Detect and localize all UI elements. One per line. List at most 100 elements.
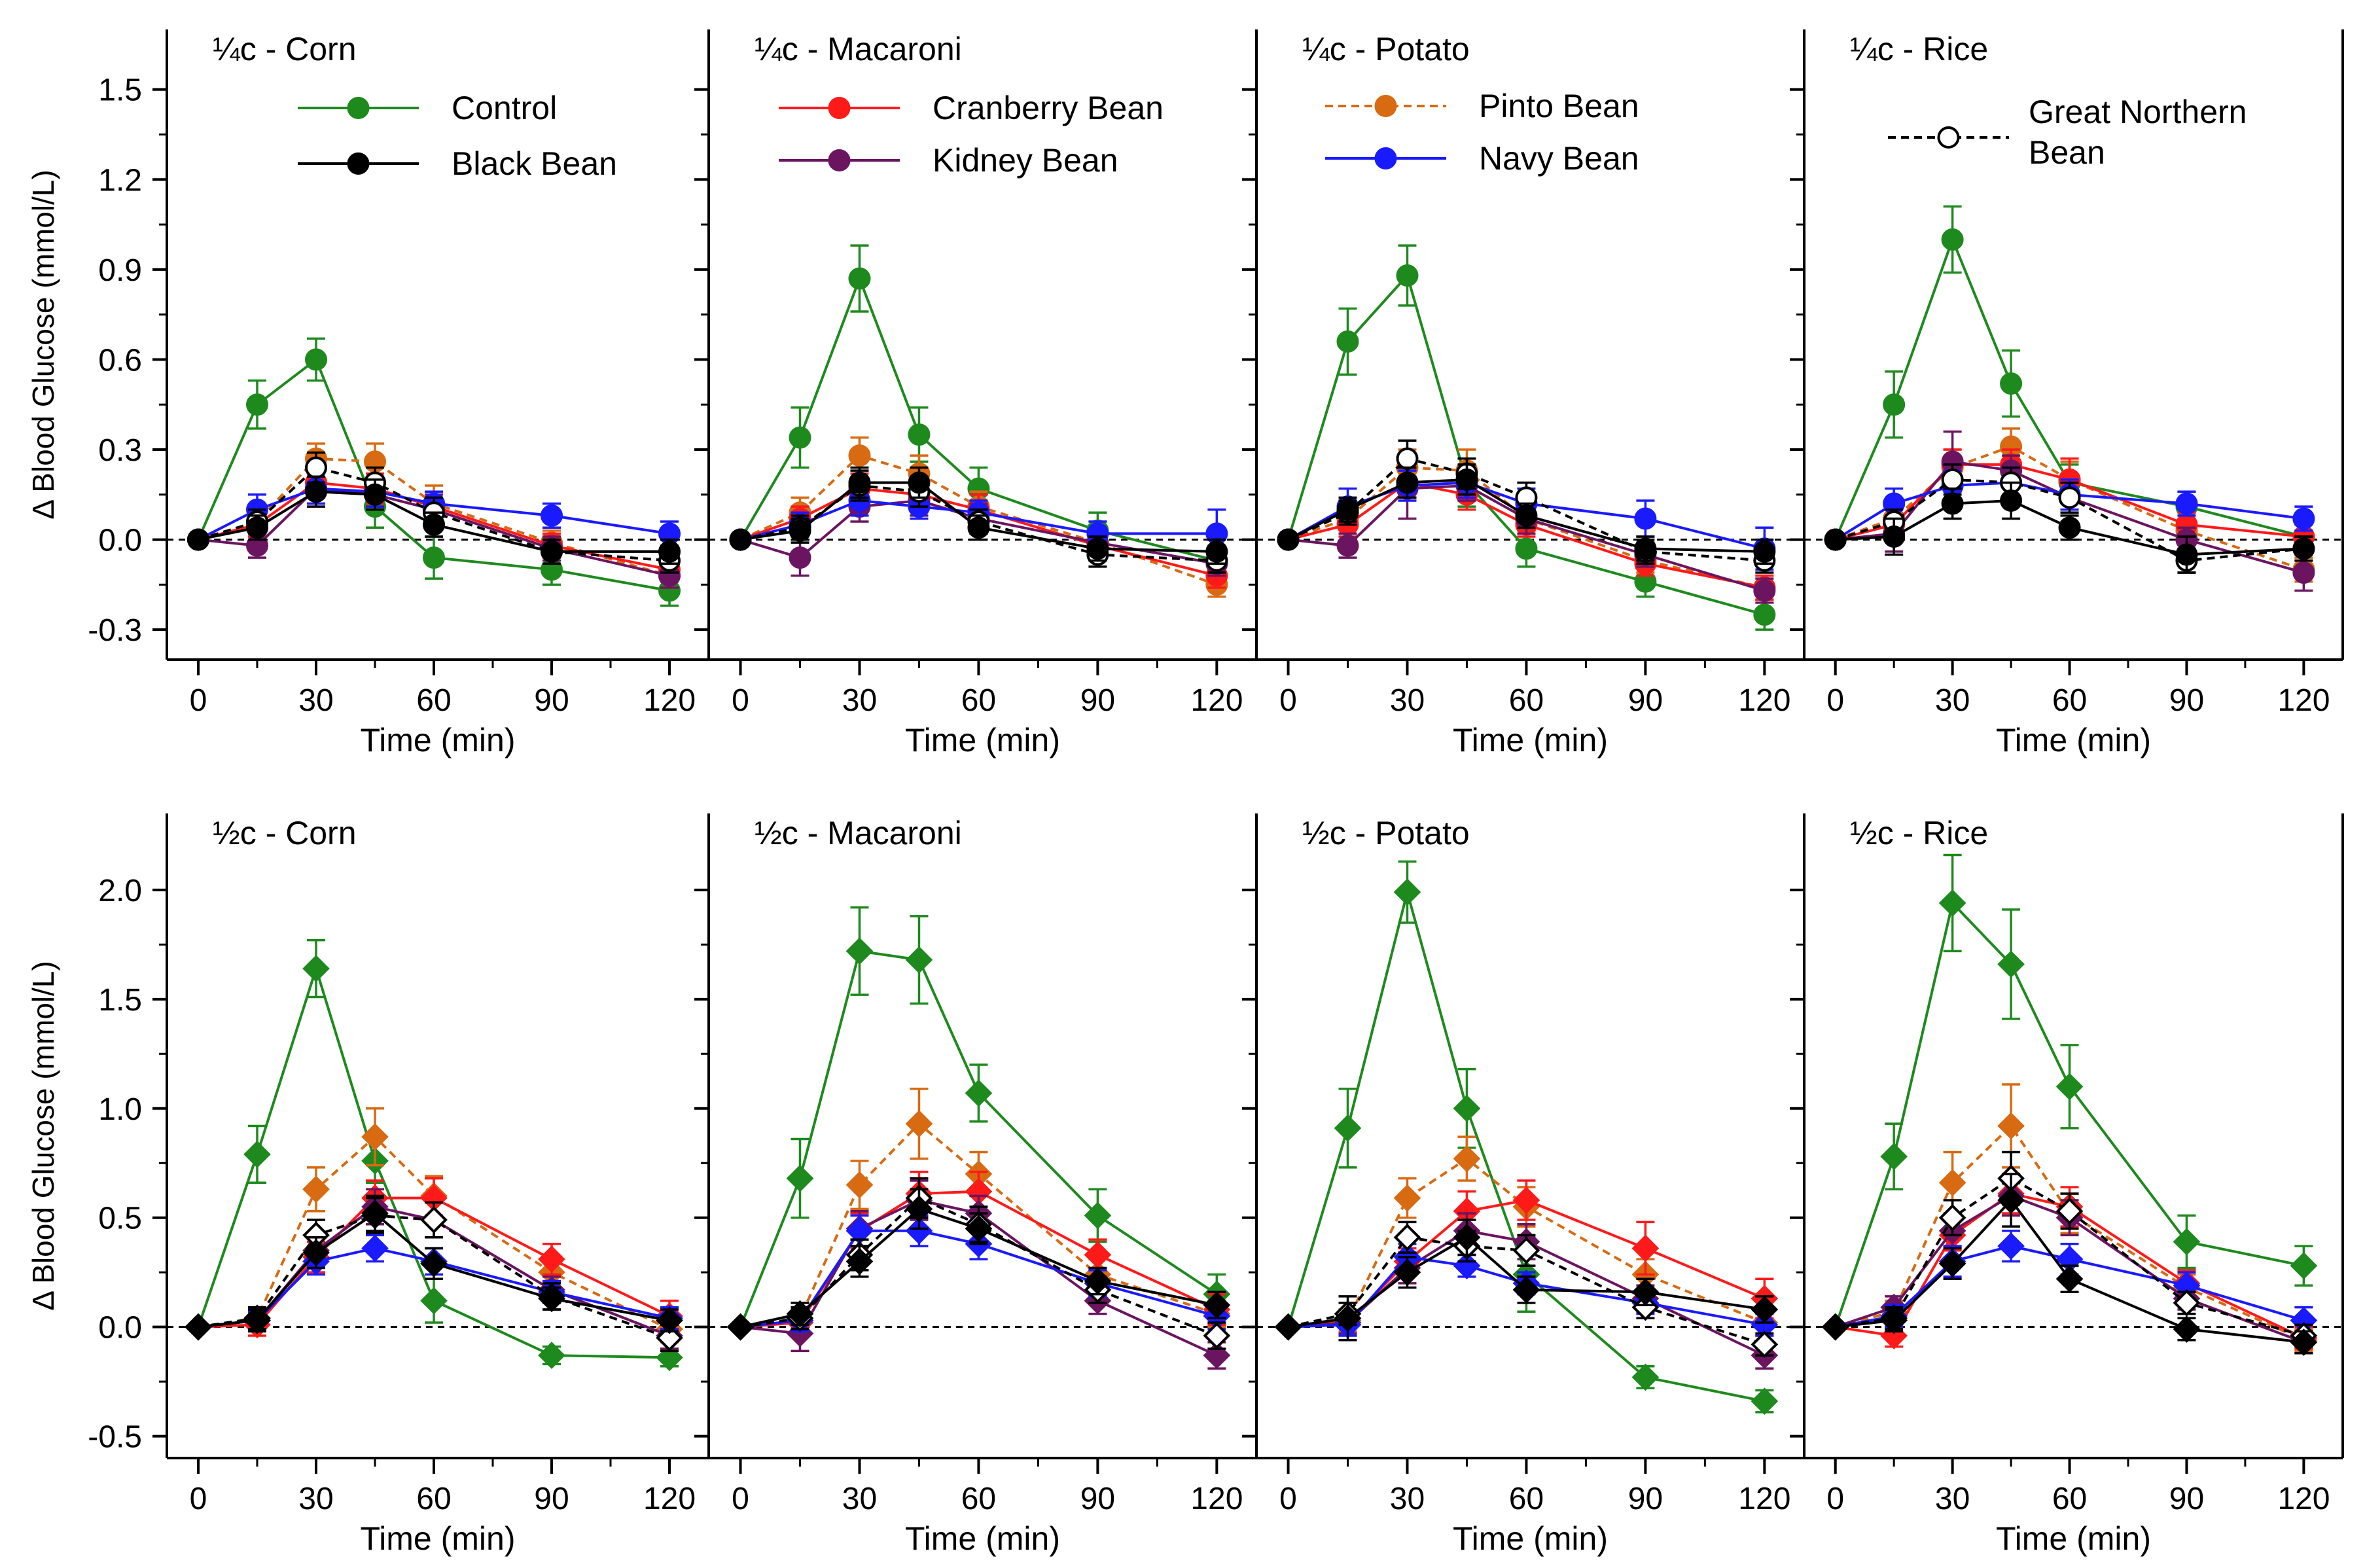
- x-tick-label: 30: [298, 1482, 333, 1516]
- data-point: [246, 393, 268, 416]
- data-point: [361, 1123, 389, 1150]
- data-point: [1336, 330, 1359, 353]
- x-tick-label: 120: [1738, 683, 1790, 718]
- x-tick-label: 0: [732, 683, 749, 718]
- x-axis-label: Time (min): [1453, 1520, 1608, 1557]
- data-point: [1453, 1223, 1481, 1251]
- y-tick-label: 1.5: [98, 73, 142, 108]
- x-tick-label: 0: [1826, 683, 1844, 718]
- x-tick-label: 90: [534, 1482, 569, 1516]
- data-point: [1751, 1387, 1779, 1416]
- data-point: [1396, 447, 1419, 470]
- panel-title: ¼c - Macaroni: [755, 31, 962, 67]
- x-tick-label: 120: [2277, 1482, 2330, 1516]
- x-axis-label: Time (min): [1996, 1520, 2151, 1557]
- series-black-bean: [187, 475, 681, 565]
- x-tick-label: 30: [842, 1482, 877, 1516]
- data-point: [1634, 537, 1657, 560]
- data-point: [1997, 1186, 2025, 1214]
- data-point: [538, 1285, 565, 1313]
- data-point: [1515, 537, 1538, 560]
- y-tick-label: -0.3: [88, 613, 142, 648]
- data-point: [1880, 1306, 1908, 1334]
- x-axis-label: Time (min): [905, 722, 1060, 758]
- data-point: [1938, 889, 1966, 917]
- data-point: [1393, 1223, 1421, 1251]
- y-tick-label: -0.5: [88, 1420, 142, 1455]
- data-point: [1512, 1236, 1540, 1264]
- data-point: [1336, 498, 1359, 521]
- series-black-bean: [1824, 481, 2315, 574]
- legend: Pinto Bean Navy Bean: [1325, 88, 1639, 177]
- x-tick-label: 0: [1826, 1482, 1844, 1516]
- data-point: [1753, 579, 1776, 602]
- panel-title: ¼c - Potato: [1302, 31, 1470, 67]
- data-point: [1393, 1258, 1421, 1287]
- data-point: [726, 1313, 755, 1341]
- data-point: [908, 423, 931, 446]
- x-tick-label: 60: [1509, 683, 1544, 718]
- legend-label: Cranberry Bean: [933, 90, 1164, 126]
- data-point: [1274, 1313, 1302, 1341]
- legend-swatch-marker: [828, 149, 851, 171]
- x-tick-label: 60: [1509, 1482, 1544, 1516]
- data-point: [2290, 1252, 2318, 1279]
- legend-label: Black Bean: [452, 145, 617, 182]
- data-point: [420, 1250, 448, 1277]
- data-point: [1455, 468, 1478, 491]
- data-point: [1941, 228, 1964, 251]
- data-point: [302, 955, 330, 982]
- data-point: [2058, 486, 2081, 509]
- data-point: [2173, 1315, 2201, 1343]
- legend-swatch-marker: [1374, 95, 1397, 117]
- data-point: [845, 937, 874, 965]
- panel: 0 30 60 90 120 Time (min) ¼c - Potato: [1242, 29, 1805, 758]
- data-point: [305, 480, 327, 503]
- legend-swatch-marker: [1374, 147, 1397, 169]
- x-tick-label: 60: [416, 683, 451, 718]
- data-point: [845, 1171, 874, 1199]
- y-tick-label: 0.0: [98, 1311, 142, 1345]
- panel: 0 30 60 90 120 Time (min) ½c - Rice: [1790, 813, 2344, 1557]
- data-point: [1821, 1313, 1849, 1341]
- data-point: [2173, 1289, 2201, 1317]
- data-point: [848, 471, 871, 494]
- panel: 0 30 60 90 120 Time (min) ¼c - Macaroni: [694, 29, 1258, 758]
- x-tick-label: 30: [1390, 1482, 1425, 1516]
- panel-title: ¼c - Rice: [1850, 31, 1988, 67]
- x-tick-label: 30: [298, 683, 333, 718]
- x-axis-label: Time (min): [1453, 722, 1608, 758]
- data-point: [243, 1306, 271, 1334]
- data-point: [1277, 528, 1300, 551]
- data-point: [302, 1175, 330, 1203]
- x-axis-label: Time (min): [905, 1520, 1060, 1557]
- data-point: [1512, 1186, 1540, 1214]
- data-point: [1393, 1184, 1421, 1212]
- y-tick-label: 2.0: [98, 874, 142, 908]
- data-point: [541, 504, 563, 527]
- data-point: [908, 471, 931, 494]
- x-tick-label: 60: [2052, 1482, 2087, 1516]
- data-point: [1941, 468, 1964, 491]
- data-point: [1393, 878, 1421, 906]
- x-tick-label: 0: [190, 1482, 207, 1516]
- data-point: [2055, 1265, 2084, 1293]
- y-tick-label: 0.6: [98, 343, 142, 378]
- x-tick-label: 30: [1935, 683, 1970, 718]
- data-point: [789, 519, 811, 542]
- data-point: [1880, 1143, 1908, 1171]
- data-point: [1396, 471, 1419, 494]
- x-tick-label: 0: [732, 1482, 749, 1516]
- data-point: [1997, 1112, 2025, 1140]
- panel: 0 30 60 90 120 Time (min) -0.3 0.0 0.3 0.6 0.9 1.2 1…: [88, 29, 710, 758]
- data-point: [786, 1300, 814, 1328]
- data-point: [1824, 528, 1847, 551]
- series-black-bean: [729, 466, 1228, 565]
- panel-title: ½c - Rice: [1850, 815, 1988, 851]
- x-tick-label: 120: [2277, 683, 2330, 718]
- panel: 0 30 60 90 120 Time (min) -0.5 0.0 0.5 1.0 1.5 2.0 ½…: [88, 813, 710, 1557]
- x-axis-label: Time (min): [360, 1520, 515, 1557]
- legend-swatch-marker: [1937, 126, 1960, 149]
- x-tick-label: 90: [2169, 683, 2204, 718]
